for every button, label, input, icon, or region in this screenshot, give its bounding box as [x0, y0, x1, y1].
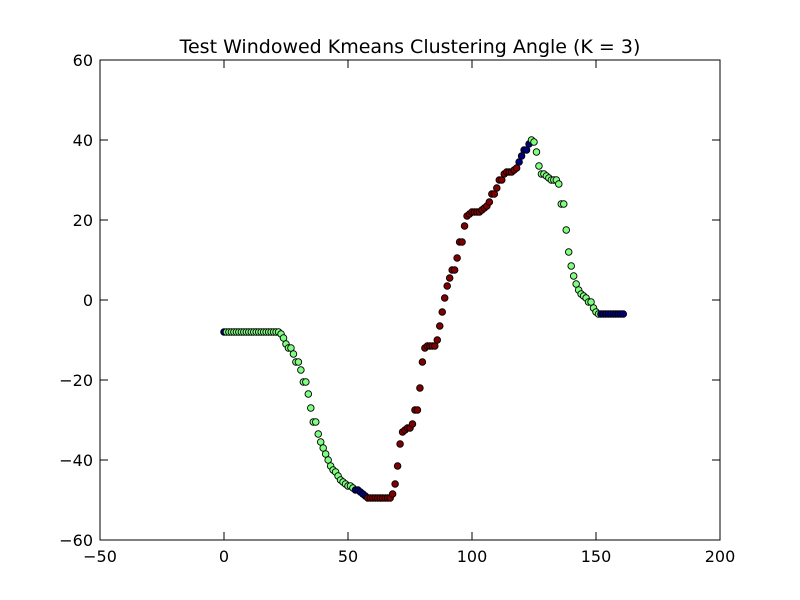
y-tick-label: 20	[73, 211, 93, 230]
data-point	[307, 404, 315, 412]
data-point	[396, 440, 404, 448]
data-point	[458, 238, 466, 246]
data-points	[220, 136, 628, 502]
data-point	[408, 420, 417, 428]
data-point	[569, 272, 578, 280]
y-tick-label: −20	[59, 371, 93, 390]
data-point	[294, 358, 303, 366]
data-point	[416, 384, 424, 392]
data-point	[289, 350, 298, 358]
data-point	[388, 490, 397, 498]
x-tick-label: 100	[457, 547, 488, 566]
data-point	[393, 462, 402, 470]
data-point	[453, 254, 461, 262]
data-point	[460, 222, 469, 230]
data-point	[560, 200, 568, 208]
y-tick-label: 0	[83, 291, 93, 310]
y-tick-label: 60	[73, 51, 93, 70]
data-point	[493, 184, 501, 192]
data-point	[535, 162, 543, 170]
data-point	[297, 366, 305, 374]
data-point	[312, 418, 320, 426]
data-point	[436, 322, 444, 330]
x-tick-label: 0	[219, 547, 229, 566]
y-tick-label: 40	[73, 131, 93, 150]
y-tick-label: −40	[59, 451, 93, 470]
data-point	[564, 248, 573, 256]
y-tick-label: −60	[59, 531, 93, 550]
axis-ticks	[99, 59, 721, 541]
data-point	[443, 282, 451, 290]
data-point	[450, 266, 459, 274]
x-tick-label: 200	[705, 547, 736, 566]
x-tick-label: 150	[581, 547, 612, 566]
x-tick-label: −50	[83, 547, 117, 566]
data-point	[440, 294, 449, 302]
data-point	[619, 310, 628, 318]
data-point	[555, 180, 563, 188]
data-point	[314, 430, 322, 438]
data-point	[418, 358, 427, 366]
plot-area	[99, 59, 721, 541]
data-point	[433, 336, 442, 344]
data-point	[567, 262, 575, 270]
x-tick-label: 50	[338, 547, 358, 566]
data-point	[302, 378, 310, 386]
data-point	[445, 274, 454, 282]
data-point	[530, 138, 538, 146]
data-point	[532, 148, 541, 156]
data-point	[438, 308, 446, 316]
data-point	[562, 226, 570, 234]
axis-tick-labels: −50 0 50 100 150 200 −60 −40 −20 0 20 40 60	[59, 51, 735, 566]
chart-title: Test Windowed Kmeans Clustering Angle (K…	[179, 36, 641, 58]
data-point	[485, 198, 494, 206]
data-point	[413, 406, 422, 414]
data-point	[391, 480, 399, 488]
data-point	[304, 390, 313, 398]
